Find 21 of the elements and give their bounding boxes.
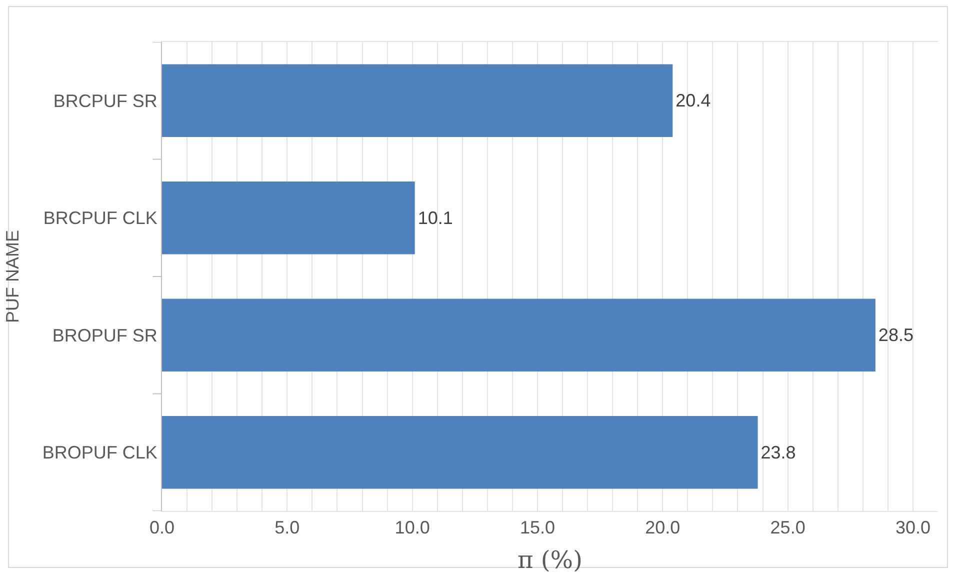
y-tick-label: BRCPUF SR xyxy=(53,90,158,111)
y-tick-label: BRCPUF CLK xyxy=(43,208,158,228)
x-tick-label: 15.0 xyxy=(520,518,556,538)
bar xyxy=(162,64,673,137)
bar xyxy=(162,298,876,372)
x-tick-label: 5.0 xyxy=(274,518,300,538)
data-label: 23.8 xyxy=(760,442,796,462)
x-tick-label: 30.0 xyxy=(895,518,930,538)
bar xyxy=(162,416,758,489)
y-axis-title: PUF NAME xyxy=(2,230,23,324)
x-tick-label: 0.0 xyxy=(149,518,175,538)
data-label: 20.4 xyxy=(676,90,711,111)
data-label: 10.1 xyxy=(418,208,453,228)
x-tick-label: 10.0 xyxy=(394,518,430,538)
bar xyxy=(162,182,415,254)
y-tick-label: BROPUF CLK xyxy=(42,442,158,463)
x-tick-label: 20.0 xyxy=(645,518,680,538)
x-tick-label: 25.0 xyxy=(770,518,806,538)
data-label: 28.5 xyxy=(878,325,914,346)
y-tick-label: BROPUF SR xyxy=(52,325,158,346)
x-axis-title: π (%) xyxy=(518,546,582,574)
